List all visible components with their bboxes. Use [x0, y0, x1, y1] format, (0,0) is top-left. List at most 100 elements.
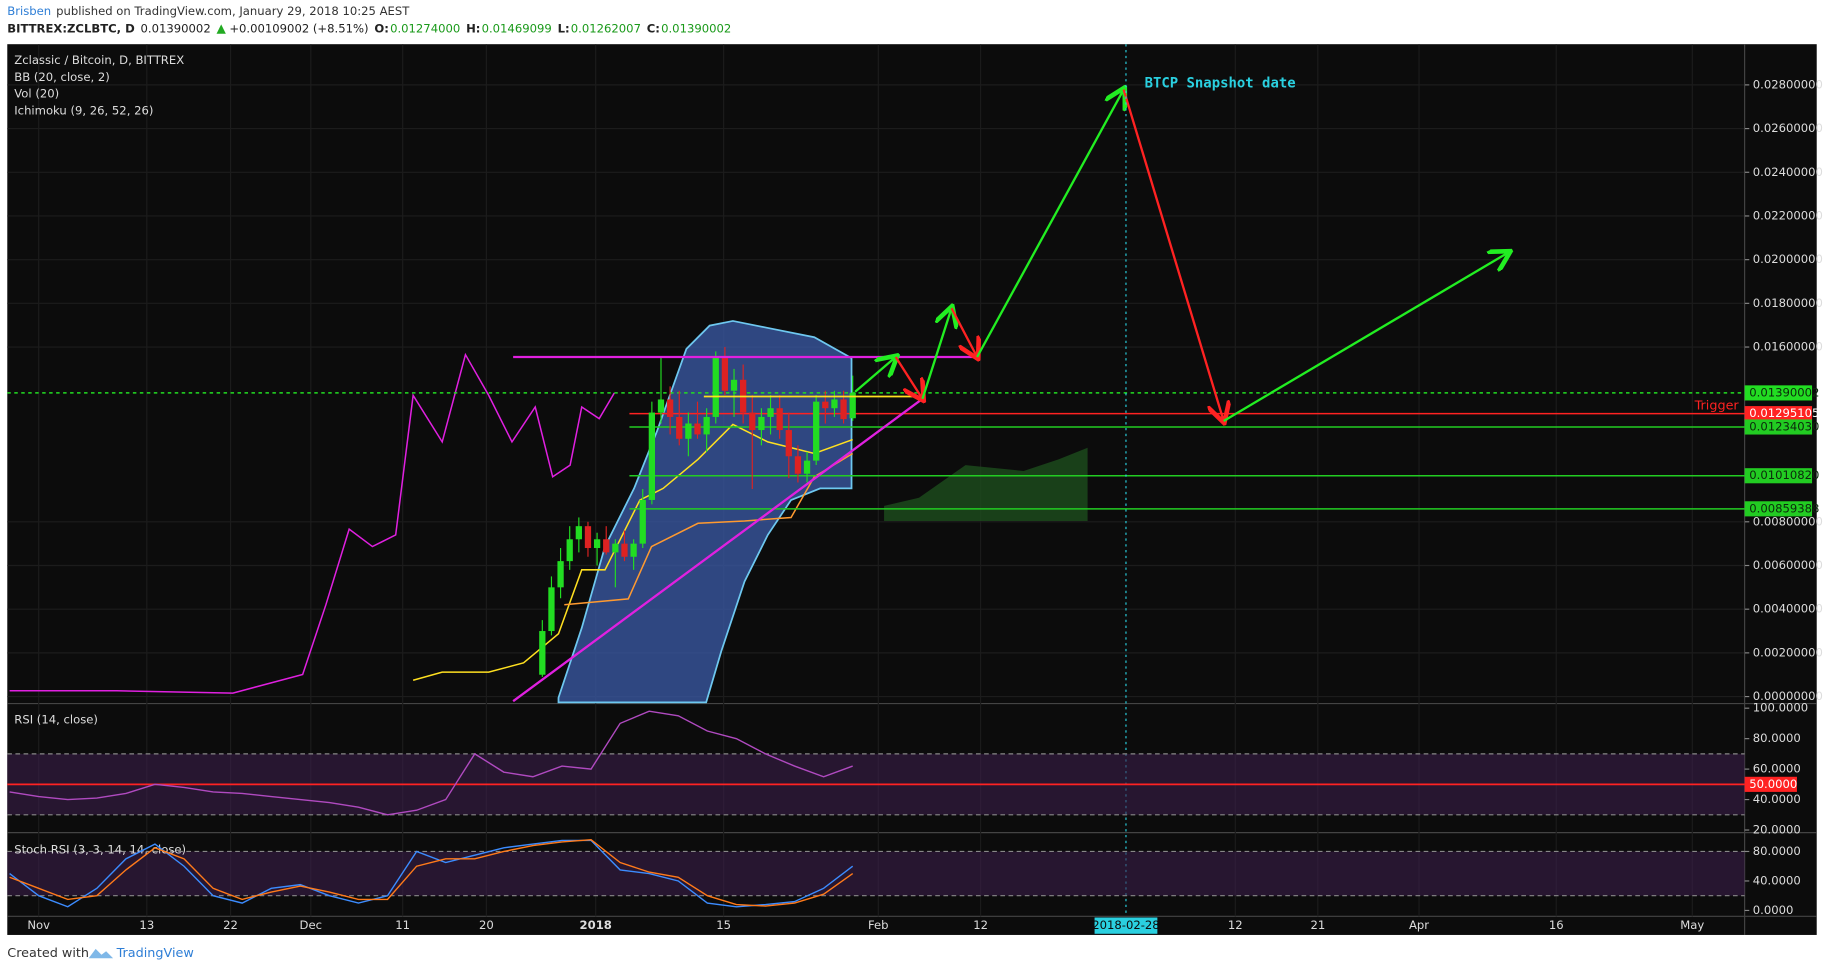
candle-body: [676, 416, 683, 439]
y-tick-label: 0.00800000: [1753, 514, 1823, 528]
x-tick-label: 11: [395, 918, 410, 932]
pane-title: Stoch RSI (3, 3, 14, 14, close): [14, 843, 186, 857]
arrows: [854, 89, 1509, 422]
x-tick-label: Dec: [300, 918, 322, 932]
candle-body: [785, 430, 792, 457]
candle-body: [803, 460, 811, 474]
legend: Zclassic / Bitcoin, D, BITTREX BB (20, cl…: [14, 53, 184, 118]
candle-body: [593, 539, 601, 549]
candle-body: [685, 423, 692, 439]
x-tick-label: 2018: [580, 918, 612, 932]
candle-body: [548, 587, 555, 632]
ohlc-key: C:: [647, 22, 660, 36]
arrow: [976, 90, 1124, 358]
candle-body: [621, 543, 628, 557]
candle-body: [831, 399, 838, 409]
rsi-level-label: 50.0000: [1749, 777, 1797, 791]
kijun-line: [564, 452, 854, 606]
y-tick-label: 0.02400000: [1753, 165, 1823, 179]
arrow: [950, 307, 978, 357]
ohlc-key: O:: [374, 22, 389, 36]
candle-body: [730, 379, 738, 391]
candle-body: [840, 399, 847, 420]
y-tick-label: 0.02800000: [1753, 77, 1823, 91]
arrow: [1223, 252, 1509, 422]
arrow: [1122, 89, 1224, 421]
stoch-pane: 80.0000 40.0000 0.0000 Stoch RSI (3, 3, 14,…: [7, 838, 1801, 917]
ohlc-value: 0.01390002: [661, 22, 731, 36]
x-tick-label: 13: [139, 918, 154, 932]
y-tick-label: 20.0000: [1753, 823, 1801, 837]
y-tick-label: 100.0000: [1753, 701, 1808, 715]
candle-body: [539, 631, 546, 675]
ohlc-value: 0.01262007: [571, 22, 641, 36]
legend-entry: Vol (20): [14, 87, 59, 101]
x-tick-label: Feb: [868, 918, 889, 932]
up-triangle: [216, 24, 226, 34]
x-tick-label: 16: [1549, 918, 1564, 932]
y-tick-label: 0.00600000: [1753, 558, 1823, 572]
candle-body: [767, 408, 774, 417]
y-tick-label: 0.00400000: [1753, 602, 1823, 616]
ohlc-key: H:: [466, 22, 480, 36]
y-tick-label: 40.0000: [1753, 873, 1801, 887]
y-tick-label: 0.02200000: [1753, 208, 1823, 222]
candle-body: [557, 561, 564, 588]
ichimoku-cloud: [884, 447, 1088, 521]
candles: [539, 347, 856, 677]
y-tick-label: 0.02600000: [1753, 121, 1823, 135]
y-tick-label: 0.01600000: [1753, 340, 1823, 354]
ohlc-key: L:: [558, 22, 570, 36]
candle-body: [703, 416, 710, 435]
y-tick-label: 0.0000: [1753, 903, 1794, 917]
level-box: [1744, 468, 1813, 484]
candle-body: [603, 539, 610, 553]
candle-body: [657, 399, 665, 413]
change: +0.00109002 (+8.51%): [229, 22, 368, 36]
level-label: 0.01390002: [1749, 385, 1819, 399]
pane-title: RSI (14, close): [14, 712, 98, 726]
brand-logo: [88, 948, 114, 959]
footer-created: Created with: [7, 946, 89, 961]
rsi-pane: 100.0000 80.0000 60.0000 40.0000 20.0000 RSI …: [7, 701, 1808, 837]
y-tick-label: 0.00000000: [1753, 689, 1823, 703]
y-tick-label: 0.01800000: [1753, 296, 1823, 310]
arrow: [854, 357, 896, 393]
legend-entry: Ichimoku (9, 26, 52, 26): [14, 104, 153, 118]
y-tick-label: 80.0000: [1753, 731, 1801, 745]
level-label: 0.00859388: [1749, 501, 1819, 515]
footer-brand: TradingView: [116, 946, 194, 961]
y-tick-label: 0.00200000: [1753, 645, 1823, 659]
level-label: 0.01010820: [1749, 468, 1819, 482]
symbol-line: BITTREX:ZCLBTC, D 0.01390002 +0.00109002 (…: [7, 22, 731, 36]
x-tick-label: 12: [1228, 918, 1243, 932]
candle-body: [639, 499, 646, 544]
candle-body: [712, 357, 719, 417]
y-tick-label: 40.0000: [1753, 792, 1801, 806]
candle-body: [648, 412, 656, 500]
candle-body: [566, 539, 573, 562]
candle-body: [694, 423, 701, 435]
level-box: [1744, 419, 1813, 435]
trigger-label: Trigger: [1694, 398, 1740, 413]
candle-body: [822, 401, 829, 409]
x-tick-label: 12: [973, 918, 988, 932]
snapshot-label: BTCP Snapshot date: [1145, 76, 1296, 92]
x-tick-label: 20: [479, 918, 494, 932]
stoch-line: [9, 838, 854, 907]
x-axis: Nov 13 22 Dec 11 20 2018 15 Feb 12 12 21 Apr 16 May: [27, 918, 1704, 932]
level-box: [1744, 385, 1813, 401]
candle-body: [776, 408, 783, 431]
symbol: BITTREX:ZCLBTC, D: [7, 22, 135, 36]
published: published on TradingView.com, January 29…: [56, 4, 410, 18]
level-box: [1744, 501, 1813, 517]
legend-entry: BB (20, close, 2): [14, 70, 110, 84]
x-tick-label: May: [1680, 918, 1704, 932]
level-box: [1744, 406, 1813, 422]
candle-body: [575, 526, 582, 540]
legend-entry: Zclassic / Bitcoin, D, BITTREX: [14, 53, 184, 67]
x-tick-label: 22: [223, 918, 238, 932]
y-tick-label: 60.0000: [1753, 762, 1801, 776]
